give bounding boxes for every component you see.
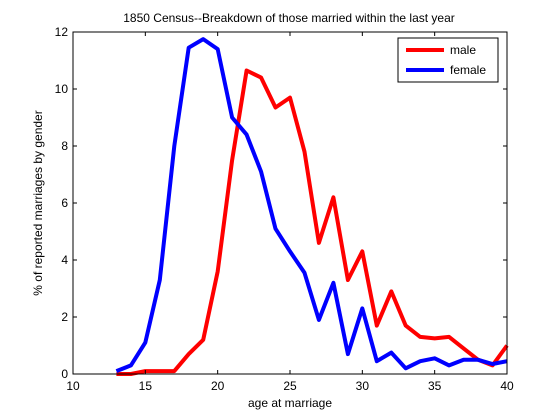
x-tick-label: 15 — [139, 379, 153, 393]
y-tick-label: 4 — [61, 253, 68, 267]
legend-label-female: female — [450, 63, 486, 77]
x-tick-label: 20 — [211, 379, 225, 393]
y-tick-label: 12 — [55, 25, 69, 39]
ticks-layer: 10 15 20 25 30 35 40 0 2 4 6 8 10 12 — [55, 25, 514, 393]
x-tick-label: 10 — [66, 379, 80, 393]
y-axis-label: % of reported marriages by gender — [31, 110, 45, 295]
x-tick-label: 35 — [428, 379, 442, 393]
x-tick-label: 30 — [356, 379, 370, 393]
y-tick-label: 8 — [61, 139, 68, 153]
y-tick-label: 6 — [61, 196, 68, 210]
x-tick-label: 25 — [283, 379, 297, 393]
y-tick-label: 0 — [61, 367, 68, 381]
chart-title: 1850 Census--Breakdown of those married … — [123, 11, 455, 25]
y-tick-label: 10 — [55, 82, 69, 96]
plot-area — [73, 32, 507, 374]
y-tick-label: 2 — [61, 310, 68, 324]
series-layer — [115, 37, 509, 376]
series-line-male — [116, 68, 509, 376]
x-axis-label: age at marriage — [248, 396, 332, 410]
legend: male female — [397, 37, 499, 83]
legend-label-male: male — [450, 43, 476, 57]
legend-box — [397, 37, 499, 83]
series-line-female — [115, 37, 508, 373]
x-tick-label: 40 — [500, 379, 514, 393]
